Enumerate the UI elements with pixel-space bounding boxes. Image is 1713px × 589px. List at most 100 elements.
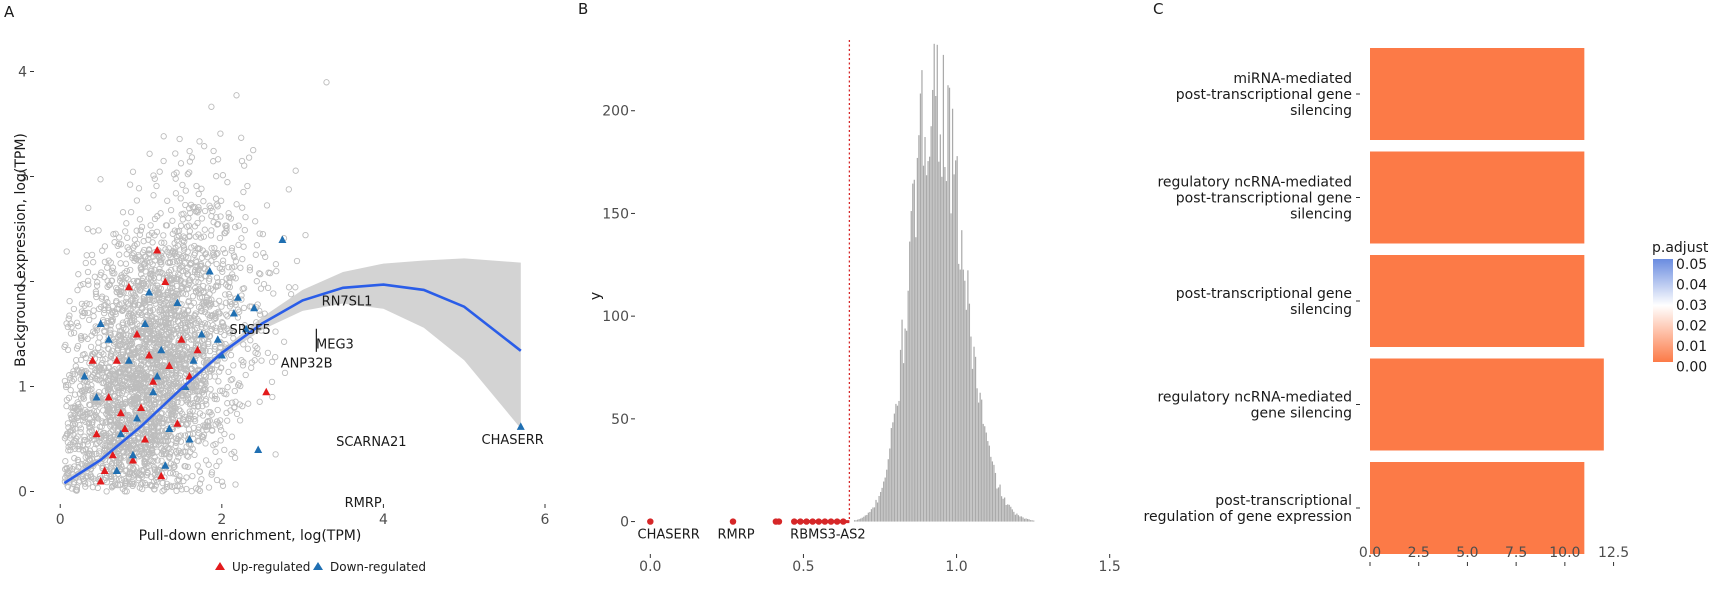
background-point [175, 342, 182, 349]
background-point [85, 204, 92, 212]
background-point [84, 225, 91, 233]
background-point [120, 306, 127, 313]
histogram-bar [1020, 516, 1023, 522]
background-point [108, 409, 115, 417]
background-point [213, 274, 221, 281]
background-point [71, 404, 79, 412]
background-point [165, 259, 172, 266]
histogram-bar [988, 445, 990, 522]
background-point [150, 192, 157, 199]
background-point [196, 480, 204, 487]
background-point [217, 130, 224, 137]
background-point [188, 327, 195, 334]
background-point [147, 309, 154, 317]
background-point [114, 242, 121, 250]
histogram-bar [944, 167, 946, 522]
histogram-bar [1000, 496, 1003, 522]
background-point [101, 258, 109, 266]
background-point [118, 390, 126, 397]
background-point [152, 418, 159, 425]
background-point [105, 363, 112, 370]
background-point [98, 418, 106, 425]
background-point [215, 378, 222, 385]
histogram-bar [933, 43, 935, 522]
histogram-bar [967, 270, 969, 522]
up-regulated-point [128, 456, 137, 464]
x-tick-label: 0.0 [639, 559, 661, 575]
background-point [256, 398, 263, 405]
background-point [90, 259, 97, 266]
background-point [117, 241, 125, 248]
background-point [203, 357, 211, 364]
background-point [142, 444, 149, 451]
background-point [170, 470, 177, 477]
background-point [222, 222, 229, 229]
histogram-bars [853, 43, 1035, 522]
background-point [181, 319, 188, 326]
background-point [92, 366, 99, 374]
background-point [116, 476, 123, 483]
background-point [68, 324, 75, 331]
background-point [178, 263, 185, 270]
colorbar-tick-label: 0.05 [1676, 257, 1707, 273]
y-tick-label: 0 [18, 485, 27, 501]
background-point [179, 353, 187, 360]
background-point [181, 238, 188, 245]
background-point [91, 400, 98, 407]
background-point [133, 227, 140, 234]
histogram-bar [899, 349, 902, 522]
down-regulated-point [157, 345, 166, 354]
background-point [217, 213, 224, 220]
background-point [181, 260, 188, 267]
background-point [225, 213, 233, 221]
histogram-bar [942, 54, 945, 522]
background-point [213, 395, 220, 403]
background-point [107, 473, 115, 481]
background-point [138, 271, 145, 278]
background-point [124, 420, 132, 427]
background-point [139, 249, 147, 256]
panel-a-tag: A [4, 3, 15, 21]
up-regulated-point [141, 435, 150, 443]
background-point [115, 305, 122, 313]
background-point [210, 147, 217, 155]
gene-label: CHASERR [482, 433, 544, 448]
histogram-bar [881, 487, 883, 522]
background-point [100, 342, 107, 349]
histogram-bar [1022, 517, 1024, 522]
background-point [197, 263, 204, 270]
highlight-points [647, 518, 850, 525]
background-point [122, 467, 129, 475]
background-point [78, 308, 86, 315]
x-axis-ticks: 0.0 0.5 1.0 1.5 [639, 554, 1121, 575]
background-point [232, 481, 239, 488]
down-regulated-point [80, 372, 89, 380]
background-point [198, 254, 206, 262]
background-point [77, 425, 85, 432]
background-point [198, 215, 206, 222]
background-point [219, 172, 227, 179]
down-regulated-point [153, 372, 162, 380]
background-point [86, 316, 93, 324]
background-point [183, 485, 190, 493]
background-point [178, 211, 185, 218]
background-point [166, 301, 173, 308]
histogram-bar [927, 161, 929, 522]
background-point [102, 452, 109, 459]
histogram-bar [880, 491, 882, 522]
highlight-point [840, 518, 847, 525]
category-labels: miRNA-mediated post-transcriptional gene s… [1144, 71, 1360, 525]
background-point [211, 392, 219, 399]
background-point [231, 387, 238, 395]
up-regulated-point [153, 246, 162, 254]
background-point [245, 400, 252, 407]
background-point [70, 481, 77, 488]
background-point [147, 307, 154, 314]
background-point [90, 475, 97, 482]
background-point [85, 451, 92, 458]
background-point [165, 416, 173, 423]
background-point [214, 250, 221, 257]
background-point [179, 284, 186, 291]
background-point [112, 230, 119, 237]
background-point [94, 415, 102, 422]
